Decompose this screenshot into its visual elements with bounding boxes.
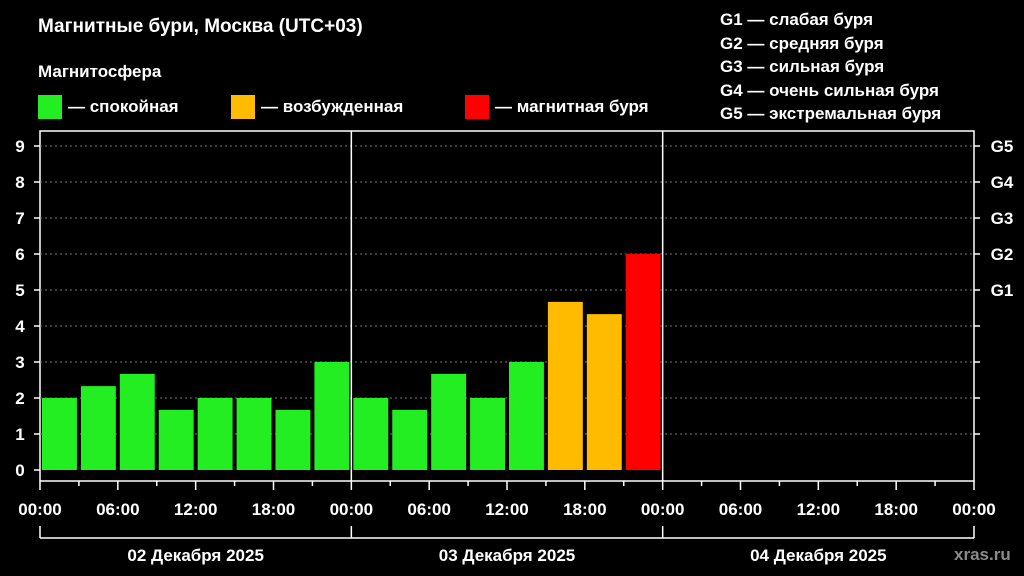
day-label: 02 Декабря 2025 xyxy=(127,546,264,565)
kp-bar xyxy=(119,373,155,470)
x-tick-label: 18:00 xyxy=(874,500,917,519)
legend-label-active: — возбужденная xyxy=(261,97,404,116)
kp-bar xyxy=(392,409,428,470)
legend-item-storm: — магнитная буря xyxy=(465,95,649,119)
x-tick-label: 12:00 xyxy=(485,500,528,519)
kp-bar xyxy=(353,398,389,470)
x-tick-label: 06:00 xyxy=(407,500,450,519)
kp-bar xyxy=(314,362,350,470)
watermark: xras.ru xyxy=(954,545,1011,564)
x-tick-label: 00:00 xyxy=(952,500,995,519)
g-scale-legend: G1 — слабая буря G2 — средняя буря G3 — … xyxy=(720,8,941,126)
kp-bar xyxy=(197,398,233,470)
g-scale-item-g1: G1 — слабая буря xyxy=(720,10,874,29)
day-label: 04 Декабря 2025 xyxy=(750,546,887,565)
y-tick-label: 8 xyxy=(15,173,24,192)
g-level-tick-label: G4 xyxy=(991,173,1014,192)
kp-bar xyxy=(625,254,661,470)
y-tick-label: 9 xyxy=(15,137,24,156)
x-tick-label: 18:00 xyxy=(563,500,606,519)
g-scale-item-g2: G2 — средняя буря xyxy=(720,33,884,53)
y-tick-label: 6 xyxy=(15,245,24,264)
x-tick-label: 00:00 xyxy=(330,500,373,519)
kp-bar xyxy=(158,409,194,470)
legend-swatch-active xyxy=(231,95,255,119)
kp-bar xyxy=(431,373,467,470)
kp-bar xyxy=(236,398,272,470)
g-scale-item-g5: G5 — экстремальная буря xyxy=(720,104,942,123)
x-tick-label: 00:00 xyxy=(641,500,684,519)
kp-bar xyxy=(547,301,583,470)
y-tick-label: 2 xyxy=(15,389,24,408)
g-level-tick-label: G3 xyxy=(991,209,1014,228)
kp-bar xyxy=(586,314,622,470)
legend-label-quiet: — спокойная xyxy=(68,97,179,116)
legend-swatch-storm xyxy=(465,95,489,119)
kp-bar xyxy=(80,386,116,470)
x-tick-label: 06:00 xyxy=(96,500,139,519)
kp-bar xyxy=(470,398,505,470)
legend-label-storm: — магнитная буря xyxy=(495,97,649,116)
x-tick-label: 00:00 xyxy=(18,500,61,519)
kp-bar xyxy=(509,362,544,470)
g-scale-item-g3: G3 — сильная буря xyxy=(720,57,885,76)
y-tick-label: 5 xyxy=(15,281,24,300)
y-tick-label: 0 xyxy=(15,461,24,480)
legend-item-quiet: — спокойная xyxy=(38,95,179,119)
x-tick-label: 12:00 xyxy=(174,500,217,519)
y-tick-label: 4 xyxy=(15,317,25,336)
legend-swatch-quiet xyxy=(38,95,62,119)
y-tick-label: 1 xyxy=(15,425,24,444)
g-level-tick-label: G1 xyxy=(991,281,1014,300)
chart-title: Магнитные бури, Москва (UTC+03) xyxy=(38,16,363,37)
kp-bar xyxy=(42,398,77,470)
y-tick-label: 7 xyxy=(15,209,24,228)
day-label: 03 Декабря 2025 xyxy=(439,546,576,565)
x-tick-label: 06:00 xyxy=(719,500,762,519)
kp-bar xyxy=(275,409,311,470)
legend-heading: Магнитосфера xyxy=(38,62,162,81)
y-tick-label: 3 xyxy=(15,353,24,372)
g-scale-item-g4: G4 — очень сильная буря xyxy=(720,80,939,100)
g-level-tick-label: G2 xyxy=(991,245,1014,264)
x-tick-label: 18:00 xyxy=(252,500,295,519)
x-tick-label: 12:00 xyxy=(797,500,840,519)
legend-item-active: — возбужденная xyxy=(231,95,403,119)
g-level-tick-label: G5 xyxy=(991,137,1014,156)
